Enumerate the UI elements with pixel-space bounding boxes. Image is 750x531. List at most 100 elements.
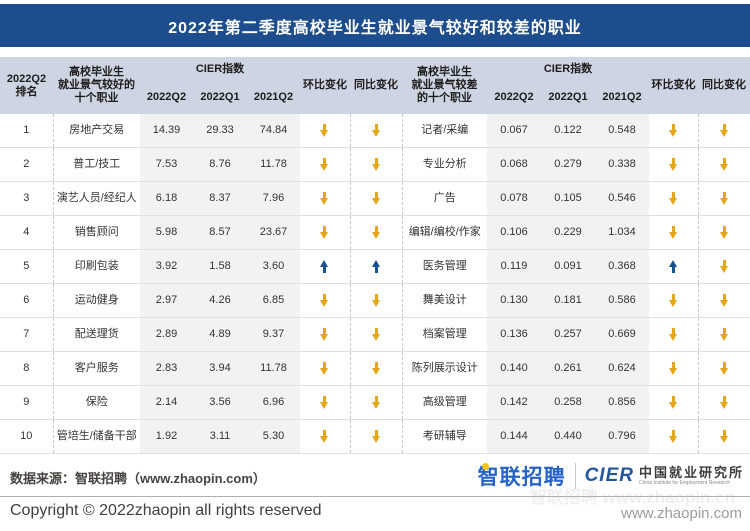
- good-cier-value-cell: 3.94: [193, 351, 247, 386]
- good-yoy-cell: [349, 419, 403, 454]
- rank-cell: 5: [0, 249, 54, 284]
- bad-yoy-cell: [697, 147, 750, 182]
- down-arrow-icon: [320, 191, 329, 205]
- good-mom-cell: [300, 283, 350, 318]
- good-cier-value-cell: 1.92: [140, 419, 193, 454]
- footer-divider: [0, 496, 750, 497]
- copyright-text: Copyright © 2022zhaopin all rights reser…: [10, 502, 322, 519]
- bad-cier-value-cell: 0.546: [595, 181, 649, 216]
- bad-occupation-column-header: 高校毕业生 就业景气较差 的十个职业: [402, 57, 487, 114]
- bad-cier-value-cell: 0.368: [595, 249, 649, 284]
- good-yoy-cell: [349, 283, 403, 318]
- bad-cier-value-cell: 0.258: [541, 385, 595, 420]
- down-arrow-icon: [371, 327, 381, 341]
- bad-occupation-cell: 舞美设计: [402, 283, 487, 318]
- good-mom-cell: [300, 351, 350, 386]
- bad-cier-value-cell: 0.068: [487, 147, 541, 182]
- bad-cier-value-cell: 1.034: [595, 215, 649, 250]
- rank-cell: 8: [0, 351, 54, 386]
- good-cier-value-cell: 14.39: [140, 114, 193, 148]
- good-yoy-cell: [349, 147, 403, 182]
- good-cier-value-cell: 1.58: [193, 249, 247, 284]
- bad-cier-value-cell: 0.067: [487, 114, 541, 148]
- rank-cell: 10: [0, 419, 54, 454]
- down-arrow-icon: [320, 157, 329, 171]
- bad-cier-value-cell: 0.229: [541, 215, 595, 250]
- down-arrow-icon: [371, 395, 381, 409]
- site-url-text: www.zhaopin.com: [621, 505, 742, 522]
- cier-logo-text: CIER: [584, 465, 634, 486]
- down-arrow-icon: [719, 293, 729, 307]
- good-quarter-col-header: 2022Q1: [193, 81, 247, 114]
- down-arrow-icon: [719, 429, 729, 443]
- bad-cier-value-cell: 0.136: [487, 317, 541, 352]
- good-yoy-cell: [349, 385, 403, 420]
- down-arrow-icon: [719, 191, 729, 205]
- down-arrow-icon: [719, 225, 729, 239]
- cier-chinese-name: 中国就业研究所: [638, 464, 744, 480]
- good-cier-value-cell: 5.30: [247, 419, 300, 454]
- bad-occupation-cell: 编辑/编校/作家: [402, 215, 487, 250]
- down-arrow-icon: [320, 327, 329, 341]
- bad-cier-value-cell: 0.586: [595, 283, 649, 318]
- good-occupation-cell: 配送理货: [53, 317, 140, 352]
- down-arrow-icon: [371, 191, 381, 205]
- bad-cier-value-cell: 0.548: [595, 114, 649, 148]
- up-arrow-icon: [320, 259, 329, 273]
- down-arrow-icon: [668, 361, 678, 375]
- bad-yoy-cell: [697, 249, 750, 284]
- bad-yoy-cell: [697, 283, 750, 318]
- bad-yoy-cell: [697, 317, 750, 352]
- down-arrow-icon: [668, 123, 678, 137]
- good-occupation-cell: 普工/技工: [53, 147, 140, 182]
- good-cier-value-cell: 3.92: [140, 249, 193, 284]
- down-arrow-icon: [668, 225, 678, 239]
- zhaopin-logo-dot-icon: [481, 463, 489, 470]
- down-arrow-icon: [320, 361, 329, 375]
- rank-cell: 1: [0, 114, 54, 148]
- down-arrow-icon: [668, 429, 678, 443]
- bad-yoy-cell: [697, 181, 750, 216]
- bad-occupation-cell: 专业分析: [402, 147, 487, 182]
- rank-column-header: 2022Q2 排名: [0, 57, 53, 114]
- logo-divider: [574, 463, 576, 489]
- down-arrow-icon: [320, 293, 329, 307]
- down-arrow-icon: [371, 429, 381, 443]
- table-header-row-2: 2022Q2 2022Q1 2021Q2 2022Q2 2022Q1 2021Q…: [0, 81, 750, 114]
- good-yoy-cell: [349, 317, 403, 352]
- bad-occupation-cell: 记者/采编: [402, 114, 487, 148]
- bad-cier-value-cell: 0.105: [541, 181, 595, 216]
- bad-occupation-cell: 陈列展示设计: [402, 351, 487, 386]
- bad-occupation-cell: 高级管理: [402, 385, 487, 420]
- rank-cell: 2: [0, 147, 54, 182]
- good-yoy-cell: [349, 114, 403, 148]
- down-arrow-icon: [719, 157, 729, 171]
- bad-mom-cell: [649, 385, 698, 420]
- table-row: 6 运动健身 2.97 4.26 6.85 舞美设计 0.130 0.181 0.586: [0, 283, 750, 318]
- bad-mom-cell: [649, 249, 698, 284]
- good-cier-value-cell: 5.98: [140, 215, 193, 250]
- down-arrow-icon: [320, 123, 329, 137]
- down-arrow-icon: [371, 293, 381, 307]
- good-occupation-cell: 房地产交易: [53, 114, 140, 148]
- down-arrow-icon: [719, 327, 729, 341]
- table-row: 1 房地产交易 14.39 29.33 74.84 记者/采编 0.067 0.122 0.54…: [0, 114, 750, 148]
- good-yoy-cell: [349, 351, 403, 386]
- up-arrow-icon: [371, 259, 381, 273]
- bad-cier-value-cell: 0.130: [487, 283, 541, 318]
- table-row: 7 配送理货 2.89 4.89 9.37 档案管理 0.136 0.257 0.669: [0, 317, 750, 352]
- bad-cier-value-cell: 0.338: [595, 147, 649, 182]
- good-mom-cell: [300, 249, 350, 284]
- good-mom-cell: [300, 419, 350, 454]
- good-cier-value-cell: 29.33: [193, 114, 247, 148]
- down-arrow-icon: [719, 361, 729, 375]
- table-row: 5 印刷包装 3.92 1.58 3.60 医务管理 0.119 0.091 0.368: [0, 249, 750, 284]
- down-arrow-icon: [668, 293, 678, 307]
- down-arrow-icon: [371, 361, 381, 375]
- bad-yoy-cell: [697, 419, 750, 454]
- bad-yoy-cell: [697, 351, 750, 386]
- table-row: 4 销售顾问 5.98 8.57 23.67 编辑/编校/作家 0.106 0.229 1.03…: [0, 215, 750, 250]
- good-cier-value-cell: 3.60: [247, 249, 300, 284]
- page-title: 2022年第二季度高校毕业生就业景气较好和较差的职业: [0, 4, 750, 47]
- bad-cier-value-cell: 0.106: [487, 215, 541, 250]
